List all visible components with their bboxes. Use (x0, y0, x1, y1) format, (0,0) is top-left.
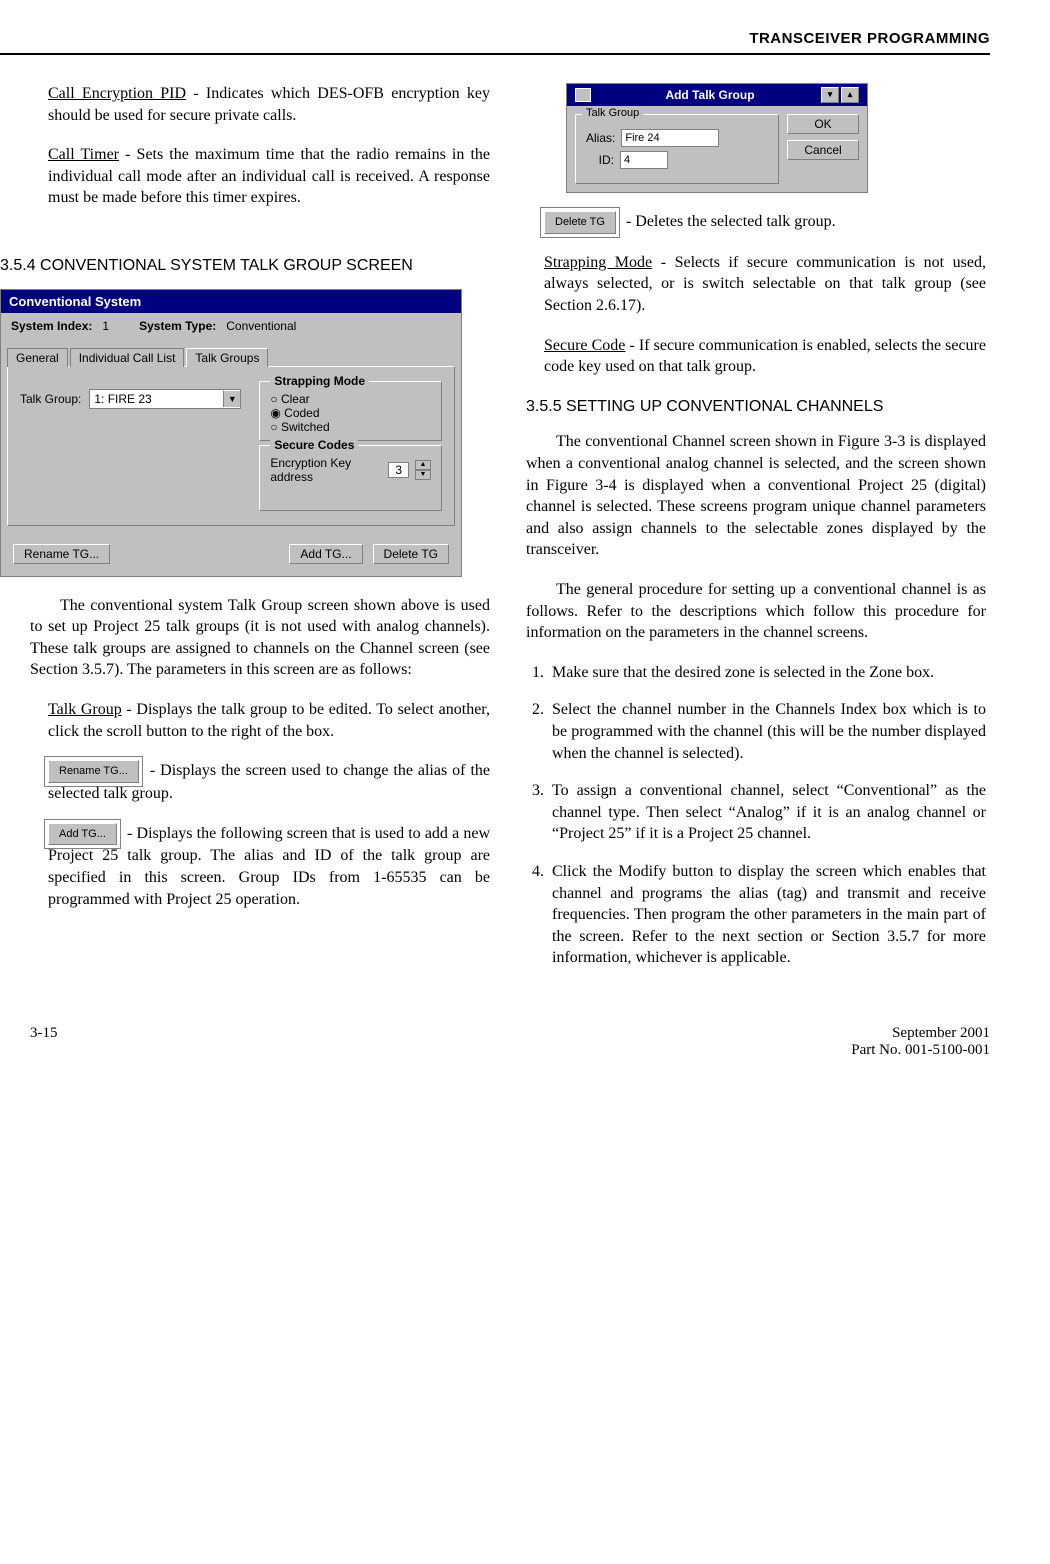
encryption-key-label: Encryption Key address (270, 456, 382, 484)
left-column: Call Encryption PID - Indicates which DE… (30, 83, 490, 985)
talk-group-row: Talk Group: 1: FIRE 23 ▼ (20, 389, 241, 409)
system-index-label: System Index: (11, 319, 92, 333)
para-delete-tg: Delete TG - Deletes the selected talk gr… (526, 211, 986, 234)
term: Call Timer (48, 146, 119, 163)
id-label: ID: (586, 153, 614, 167)
page-footer: 3-15 September 2001 Part No. 001-5100-00… (0, 985, 990, 1059)
system-info-bar: System Index: 1 System Type: Conventiona… (1, 313, 461, 347)
fieldset-title: Talk Group (582, 107, 643, 119)
section-title: CONVENTIONAL SYSTEM TALK GROUP SCREEN (40, 257, 413, 274)
alias-input[interactable] (621, 129, 719, 147)
tab-individual-call-list[interactable]: Individual Call List (70, 348, 185, 367)
two-column-layout: Call Encryption PID - Indicates which DE… (0, 83, 990, 985)
chevron-down-icon[interactable]: ▼ (223, 390, 240, 407)
maximize-icon[interactable]: ▴ (841, 87, 859, 103)
cancel-button[interactable]: Cancel (787, 140, 859, 160)
dialog-button-column: OK Cancel (787, 114, 859, 184)
para-call-encryption-pid: Call Encryption PID - Indicates which DE… (30, 83, 490, 126)
add-tg-button[interactable]: Add TG... (289, 544, 362, 564)
right-column: Add Talk Group ▾ ▴ Talk Group Alias: (526, 83, 986, 985)
rename-tg-inline-button: Rename TG... (48, 760, 139, 783)
minimize-icon[interactable]: ▾ (821, 87, 839, 103)
dialog-body: Talk Group Alias: ID: OK Cancel (567, 106, 867, 192)
para-talk-group-screen-intro: The conventional system Talk Group scree… (30, 595, 490, 681)
section-number: 3.5.5 (526, 398, 566, 415)
secure-codes-title: Secure Codes (270, 438, 358, 452)
delete-tg-button[interactable]: Delete TG (373, 544, 449, 564)
para-call-timer: Call Timer - Sets the maximum time that … (30, 144, 490, 209)
para-strapping-mode: Strapping Mode - Selects if secure commu… (526, 252, 986, 317)
para-355-intro2: The general procedure for setting up a c… (526, 579, 986, 644)
tab-strip: General Individual Call List Talk Groups (1, 347, 461, 366)
step-2: Select the channel number in the Channel… (548, 699, 986, 764)
footer-date: September 2001 (851, 1025, 990, 1042)
talk-group-value: 1: FIRE 23 (90, 392, 223, 406)
ok-button[interactable]: OK (787, 114, 859, 134)
delete-tg-text: - Deletes the selected talk group. (622, 213, 836, 230)
delete-tg-inline-button: Delete TG (544, 211, 616, 234)
secure-codes-group: Secure Codes Encryption Key address 3 ▲ … (259, 445, 442, 511)
system-type-value: Conventional (226, 319, 296, 333)
term: Talk Group (48, 701, 122, 718)
radio-switched[interactable]: Switched (270, 420, 431, 434)
id-field: ID: (586, 151, 768, 169)
add-tg-inline-button: Add TG... (48, 823, 117, 846)
footer-part-number: Part No. 001-5100-001 (851, 1042, 990, 1059)
dialog-titlebar: Add Talk Group ▾ ▴ (567, 84, 867, 106)
term: Strapping Mode (544, 254, 652, 271)
talk-group-dropdown[interactable]: 1: FIRE 23 ▼ (89, 389, 241, 409)
radio-clear[interactable]: Clear (270, 392, 431, 406)
spinner-down-icon[interactable]: ▼ (415, 470, 431, 480)
para-add-tg: Add TG... - Displays the following scree… (30, 823, 490, 911)
system-index-value: 1 (102, 319, 109, 333)
page: TRANSCEIVER PROGRAMMING Call Encryption … (0, 0, 1050, 1089)
definition-block: Talk Group - Displays the talk group to … (30, 699, 490, 910)
step-4: Click the Modify button to display the s… (548, 861, 986, 969)
term: Secure Code (544, 337, 625, 354)
window-titlebar: Conventional System (1, 290, 461, 313)
para-rename-tg: Rename TG... - Displays the screen used … (30, 760, 490, 804)
running-head: TRANSCEIVER PROGRAMMING (0, 30, 990, 47)
setup-steps-list: Make sure that the desired zone is selec… (526, 662, 986, 969)
conventional-system-screenshot: Conventional System System Index: 1 Syst… (0, 289, 462, 577)
system-menu-icon[interactable] (575, 88, 591, 102)
para-355-intro1: The conventional Channel screen shown in… (526, 431, 986, 561)
definition-block: Delete TG - Deletes the selected talk gr… (526, 211, 986, 378)
strapping-mode-title: Strapping Mode (270, 374, 369, 388)
step-1: Make sure that the desired zone is selec… (548, 662, 986, 684)
alias-field: Alias: (586, 129, 768, 147)
step-3: To assign a conventional channel, select… (548, 780, 986, 845)
spinner-up-icon[interactable]: ▲ (415, 460, 431, 470)
page-number: 3-15 (30, 1025, 58, 1059)
header-rule (0, 53, 990, 55)
tab-talk-groups[interactable]: Talk Groups (186, 348, 268, 367)
section-title: SETTING UP CONVENTIONAL CHANNELS (566, 398, 883, 415)
definition-block: Call Encryption PID - Indicates which DE… (30, 83, 490, 209)
alias-label: Alias: (586, 131, 615, 145)
para-secure-code: Secure Code - If secure communication is… (526, 335, 986, 378)
talk-group-fieldset: Talk Group Alias: ID: (575, 114, 779, 184)
section-number: 3.5.4 (0, 257, 40, 274)
section-355-head: 3.5.5 SETTING UP CONVENTIONAL CHANNELS (526, 396, 986, 418)
tab-general[interactable]: General (7, 348, 68, 367)
strapping-mode-group: Strapping Mode Clear Coded Switched (259, 381, 442, 441)
button-bar: Rename TG... Add TG... Delete TG (1, 534, 461, 576)
term: Call Encryption PID (48, 85, 186, 102)
para-talk-group-def: Talk Group - Displays the talk group to … (30, 699, 490, 742)
tab-panel: Talk Group: 1: FIRE 23 ▼ Strapping Mode (7, 366, 455, 526)
id-input[interactable] (620, 151, 668, 169)
system-type-label: System Type: (139, 319, 216, 333)
add-talk-group-dialog: Add Talk Group ▾ ▴ Talk Group Alias: (566, 83, 868, 193)
section-354-head: 3.5.4 CONVENTIONAL SYSTEM TALK GROUP SCR… (0, 255, 490, 277)
encryption-key-value[interactable]: 3 (388, 462, 409, 478)
rename-tg-button[interactable]: Rename TG... (13, 544, 110, 564)
dialog-title: Add Talk Group (599, 88, 821, 102)
talk-group-label: Talk Group: (20, 392, 81, 406)
radio-coded[interactable]: Coded (270, 406, 431, 420)
